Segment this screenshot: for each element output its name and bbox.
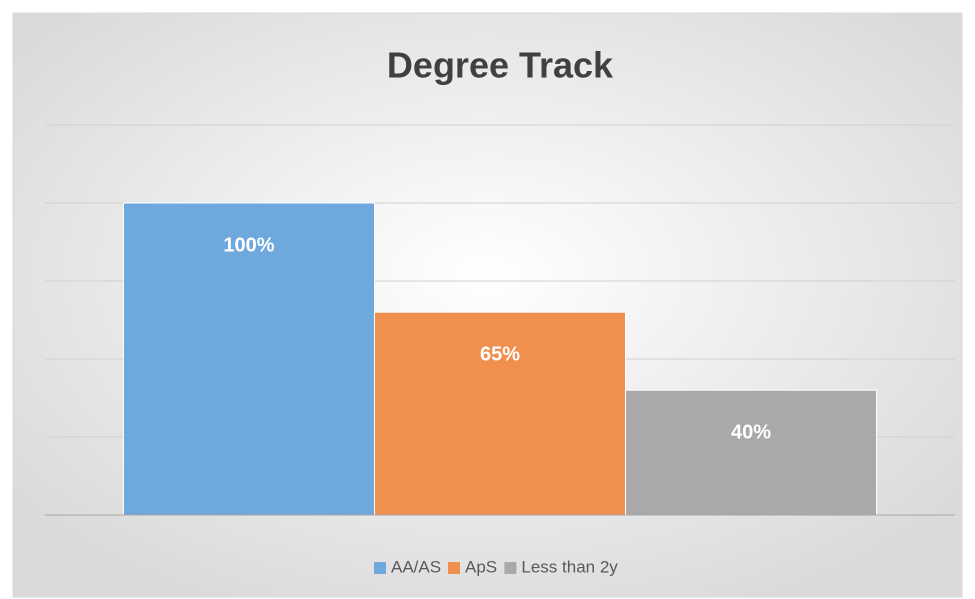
data-label: 65% (480, 343, 520, 365)
data-label: 100% (223, 234, 274, 256)
legend-swatch (504, 562, 517, 574)
data-label: 40% (731, 421, 771, 443)
legend-label: Less than 2y (521, 557, 618, 576)
legend-label: AA/AS (391, 557, 441, 576)
legend-swatch (448, 562, 460, 574)
chart-title: Degree Track (387, 45, 614, 86)
legend-swatch (374, 562, 386, 574)
legend-label: ApS (465, 557, 497, 576)
bar (373, 311, 627, 516)
bar (625, 389, 878, 516)
